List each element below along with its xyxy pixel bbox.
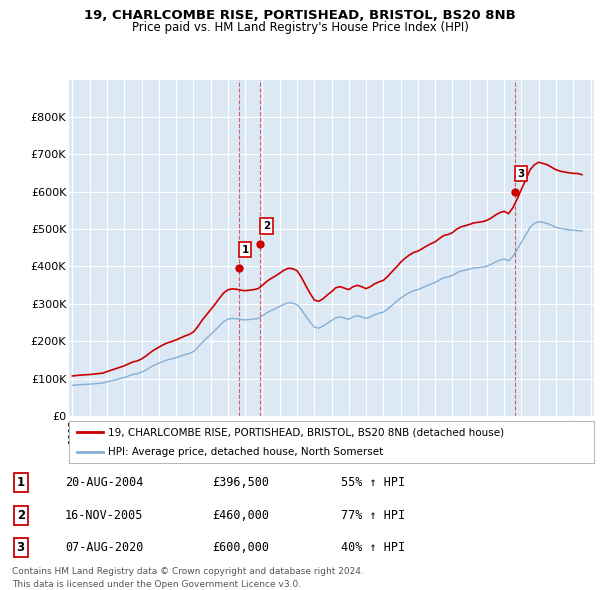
Text: 19, CHARLCOMBE RISE, PORTISHEAD, BRISTOL, BS20 8NB: 19, CHARLCOMBE RISE, PORTISHEAD, BRISTOL… <box>84 9 516 22</box>
Text: 3: 3 <box>517 169 524 179</box>
Text: 2: 2 <box>17 509 25 522</box>
Text: 1: 1 <box>17 476 25 489</box>
Text: HPI: Average price, detached house, North Somerset: HPI: Average price, detached house, Nort… <box>109 447 383 457</box>
Text: 07-AUG-2020: 07-AUG-2020 <box>65 541 143 554</box>
Text: 55% ↑ HPI: 55% ↑ HPI <box>341 476 405 489</box>
Text: 77% ↑ HPI: 77% ↑ HPI <box>341 509 405 522</box>
Text: 16-NOV-2005: 16-NOV-2005 <box>65 509 143 522</box>
Text: Price paid vs. HM Land Registry's House Price Index (HPI): Price paid vs. HM Land Registry's House … <box>131 21 469 34</box>
Text: 20-AUG-2004: 20-AUG-2004 <box>65 476 143 489</box>
Text: 2: 2 <box>263 221 270 231</box>
Text: £396,500: £396,500 <box>212 476 269 489</box>
Text: 3: 3 <box>17 541 25 554</box>
Text: £600,000: £600,000 <box>212 541 269 554</box>
Text: This data is licensed under the Open Government Licence v3.0.: This data is licensed under the Open Gov… <box>12 580 301 589</box>
Text: 1: 1 <box>241 245 249 255</box>
Text: 19, CHARLCOMBE RISE, PORTISHEAD, BRISTOL, BS20 8NB (detached house): 19, CHARLCOMBE RISE, PORTISHEAD, BRISTOL… <box>109 427 505 437</box>
Text: Contains HM Land Registry data © Crown copyright and database right 2024.: Contains HM Land Registry data © Crown c… <box>12 567 364 576</box>
Text: 40% ↑ HPI: 40% ↑ HPI <box>341 541 405 554</box>
Text: £460,000: £460,000 <box>212 509 269 522</box>
